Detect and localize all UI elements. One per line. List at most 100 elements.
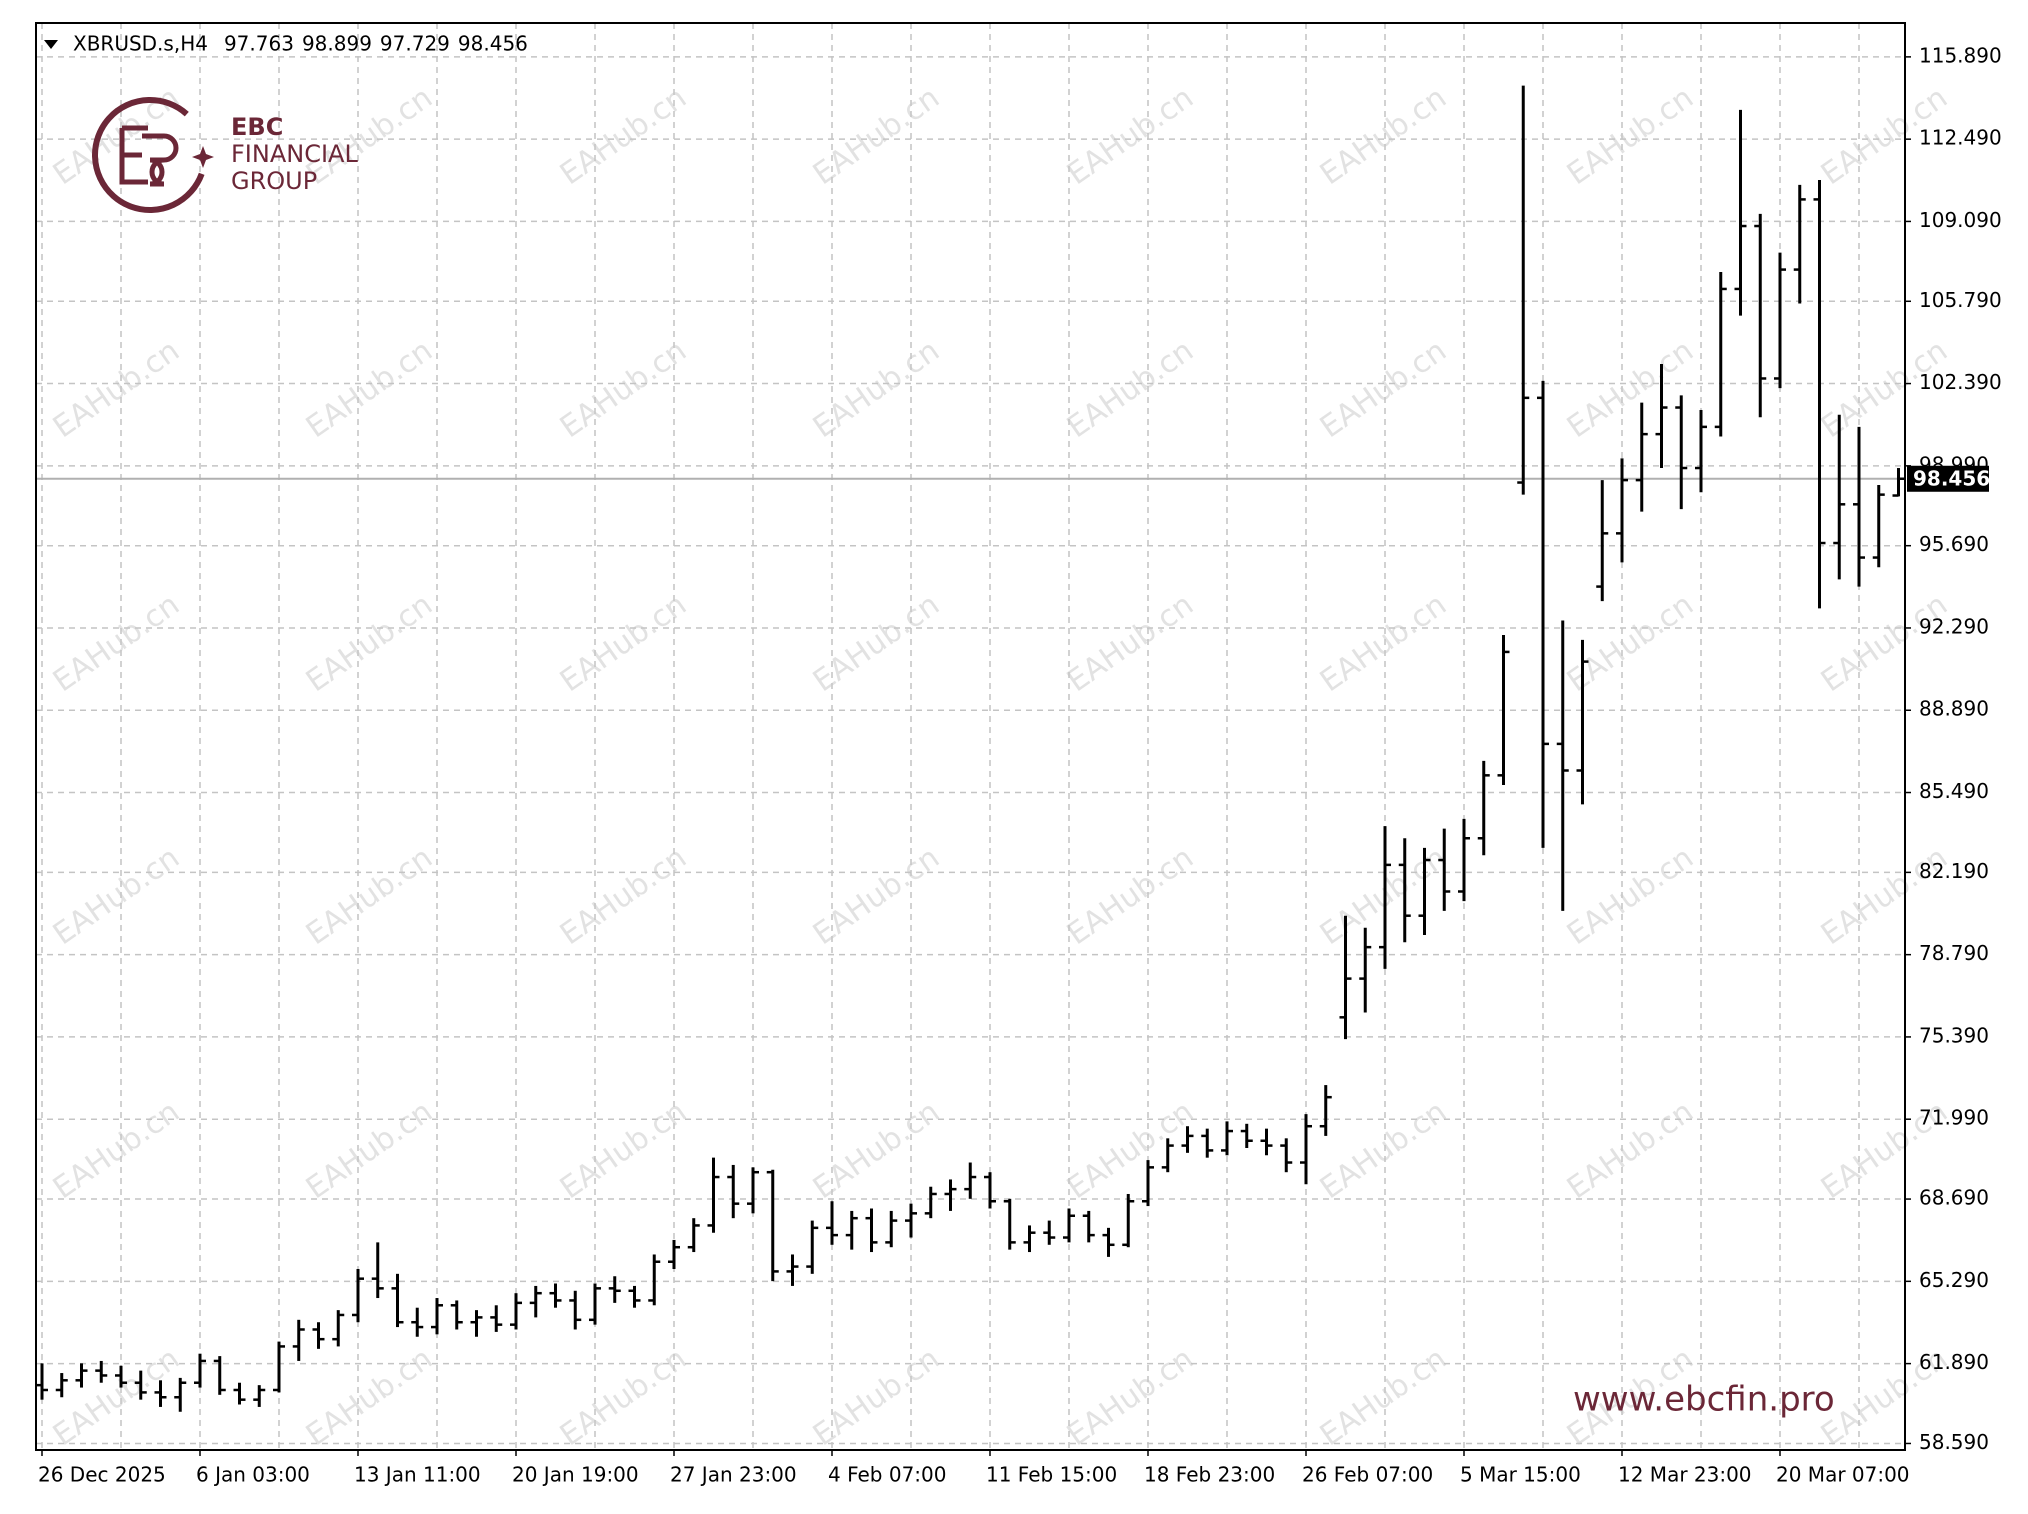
- ohlc-bar: [865, 1208, 878, 1253]
- y-tick-label: 61.890: [1919, 1350, 1989, 1374]
- ohlc-bar: [134, 1370, 147, 1400]
- ohlc-bar: [1556, 620, 1569, 911]
- ohlc-bar: [944, 1179, 957, 1211]
- ohlc-bar: [431, 1298, 443, 1335]
- ohlc-bar: [1300, 1114, 1312, 1185]
- ohlc-bar: [1418, 847, 1431, 936]
- ohlc-bar: [1221, 1121, 1233, 1156]
- ohlc-bar: [1675, 395, 1688, 510]
- ohlc-bar: [1635, 402, 1648, 512]
- x-tick-label: 26 Dec 2025: [38, 1463, 166, 1487]
- logo-ring: [92, 97, 208, 213]
- logo-mark: [119, 125, 179, 187]
- ohlc-bar: [1497, 634, 1510, 786]
- ohlc-bar: [707, 1157, 720, 1233]
- ohlc-bar: [391, 1273, 404, 1328]
- ohlc-bar: [55, 1373, 68, 1398]
- ohlc-bar: [352, 1268, 364, 1323]
- ohlc-bar: [1872, 484, 1885, 568]
- x-tick-label: 20 Mar 07:00: [1776, 1463, 1910, 1487]
- ohlc-bar: [747, 1167, 759, 1214]
- ohlc-bar: [1714, 272, 1727, 437]
- ohlc-bar: [312, 1322, 325, 1349]
- ohlc-bar: [648, 1254, 661, 1306]
- ohlc-bar: [628, 1285, 641, 1308]
- ohlc-bar: [1438, 828, 1451, 911]
- ohlc-bar: [1793, 184, 1806, 304]
- ohlc-bar: [1398, 838, 1411, 943]
- ohlc-bar: [411, 1307, 424, 1337]
- y-tick-label: 105.790: [1919, 288, 2002, 312]
- ohlc-bar: [786, 1254, 799, 1286]
- logo-text: EBC: [231, 113, 283, 141]
- ohlc-bar: [905, 1203, 917, 1238]
- ohlc-bar: [1379, 826, 1391, 969]
- ohlc-bar: [1655, 363, 1668, 469]
- logo-text: GROUP: [231, 167, 317, 195]
- y-tick-label: 71.990: [1919, 1106, 1989, 1130]
- ohlc-bar: [1043, 1220, 1056, 1245]
- y-tick-label: 95.690: [1919, 532, 1989, 556]
- ohlc-bar: [1280, 1138, 1293, 1173]
- ohlc-bar: [885, 1210, 898, 1248]
- y-tick-label: 68.690: [1919, 1186, 1989, 1210]
- ohlc-bar: [233, 1382, 246, 1405]
- ohlc-bar: [826, 1201, 838, 1245]
- ohlc-bar: [1477, 760, 1490, 856]
- ohlc-bar: [1853, 426, 1865, 587]
- ohlc-bar: [668, 1239, 680, 1269]
- y-tick-label: 58.590: [1919, 1430, 1989, 1454]
- y-tick-label: 78.790: [1919, 941, 1989, 965]
- x-tick-label: 11 Feb 15:00: [986, 1463, 1117, 1487]
- ohlc-bar: [845, 1210, 858, 1250]
- ohlc-bar: [1142, 1160, 1154, 1207]
- ohlc-bar: [510, 1293, 522, 1330]
- ohlc-bar: [569, 1290, 582, 1330]
- ohlc-bar: [1892, 468, 1905, 497]
- x-tick-label: 4 Feb 07:00: [828, 1463, 947, 1487]
- ohlc-bar: [1023, 1225, 1036, 1253]
- ohlc-bar: [95, 1360, 108, 1383]
- quote-value: 98.456: [458, 32, 528, 56]
- y-tick-label: 65.290: [1919, 1268, 1989, 1292]
- price-tag: [1907, 465, 1989, 492]
- ohlc-bar: [766, 1169, 779, 1282]
- y-tick-label: 102.390: [1919, 370, 2002, 394]
- ohlc-bar: [1260, 1128, 1273, 1156]
- ohlc-bar: [371, 1242, 384, 1299]
- logo-text: FINANCIAL: [231, 140, 358, 168]
- x-tick-label: 27 Jan 23:00: [670, 1463, 797, 1487]
- quote-value: 98.899: [302, 32, 372, 56]
- ohlc-bar: [1003, 1198, 1016, 1250]
- ohlc-bar: [1695, 409, 1707, 493]
- ohlc-bar: [924, 1186, 937, 1219]
- ohlc-bar: [687, 1218, 700, 1253]
- ohlc-bar: [608, 1276, 621, 1303]
- ohlc-bar: [332, 1310, 345, 1347]
- x-tick-label: 13 Jan 11:00: [354, 1463, 481, 1487]
- ohlc-bar: [1616, 458, 1628, 563]
- y-tick-label: 109.090: [1919, 208, 2002, 232]
- x-tick-label: 18 Feb 23:00: [1144, 1463, 1275, 1487]
- x-tick-label: 20 Jan 19:00: [512, 1463, 639, 1487]
- y-tick-label: 85.490: [1919, 779, 1989, 803]
- ohlc-bar: [1537, 380, 1549, 848]
- ohlc-bar: [115, 1365, 127, 1388]
- y-tick-label: 92.290: [1919, 614, 1989, 638]
- x-tick-label: 26 Feb 07:00: [1302, 1463, 1433, 1487]
- plot-frame: [35, 22, 1906, 1451]
- y-tick-label: 75.390: [1919, 1023, 1989, 1047]
- quote-value: 97.729: [380, 32, 450, 56]
- symbol-menu-arrow[interactable]: [44, 40, 58, 49]
- y-tick-label: 88.890: [1919, 697, 1989, 721]
- ohlc-bar: [806, 1220, 819, 1274]
- ohlc-bar: [1122, 1193, 1135, 1248]
- ohlc-bar: [292, 1319, 305, 1361]
- header: XBRUSD.s,H4 97.763 98.899 97.729 98.456: [73, 32, 528, 56]
- price-tag-label: 98.456: [1913, 466, 1990, 490]
- ohlc-bar: [1063, 1208, 1075, 1243]
- ohlc-bar: [1161, 1138, 1174, 1173]
- logo: EBC FINANCIAL GROUP: [92, 97, 358, 213]
